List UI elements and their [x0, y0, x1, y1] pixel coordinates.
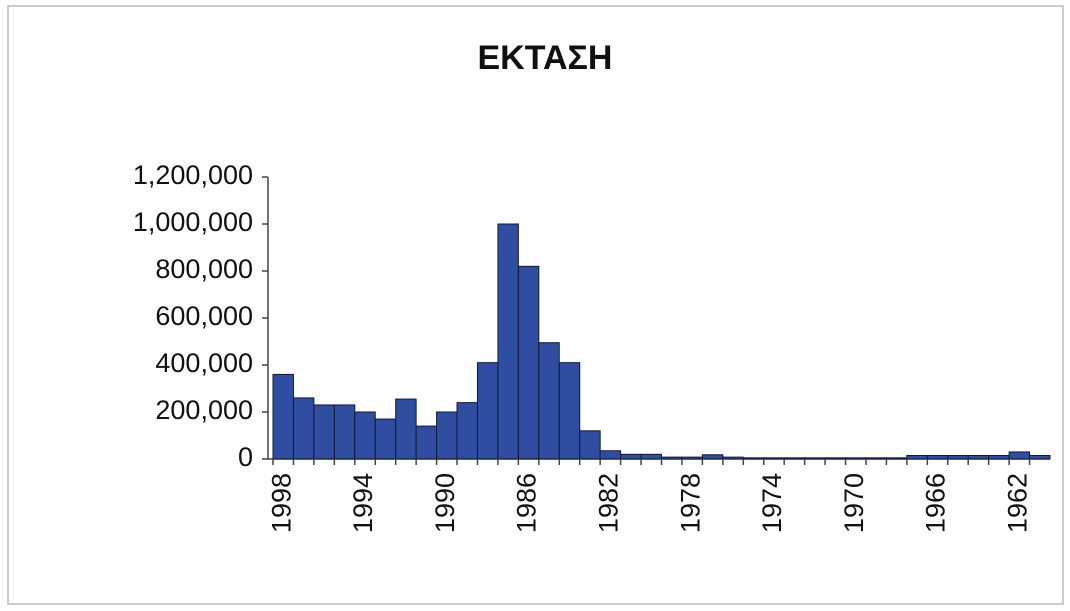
bar — [292, 397, 315, 460]
bar — [845, 457, 867, 460]
bar — [272, 373, 294, 460]
bar — [579, 430, 601, 460]
bar — [436, 411, 458, 460]
bar — [906, 454, 928, 460]
x-tick-label: 1974 — [757, 473, 787, 533]
bar — [947, 454, 969, 460]
x-tick-label: 1982 — [594, 473, 624, 533]
x-tick-label: 1962 — [1002, 473, 1032, 533]
bar — [681, 456, 703, 460]
bar — [722, 456, 744, 460]
bar — [926, 454, 949, 460]
x-tick-label: 1970 — [839, 473, 869, 533]
y-tick-label: 400,000 — [155, 348, 253, 378]
bar — [497, 223, 519, 460]
x-tick-label: 1990 — [430, 473, 460, 533]
y-tick-label: 800,000 — [155, 254, 253, 284]
bar — [885, 457, 908, 460]
bar — [804, 457, 826, 460]
y-tick-label: 1,000,000 — [133, 207, 253, 237]
bar — [333, 404, 356, 460]
bar — [988, 454, 1010, 460]
bar — [313, 404, 335, 460]
bar — [763, 457, 785, 460]
bar — [783, 457, 806, 460]
bar — [558, 362, 581, 460]
x-tick-label: 1978 — [675, 473, 705, 533]
y-tick-label: 1,200,000 — [133, 160, 253, 190]
bar — [620, 453, 642, 460]
x-tick-label: 1994 — [348, 473, 378, 533]
bar — [599, 450, 622, 460]
bar — [701, 454, 724, 460]
bar — [395, 398, 417, 460]
bar — [415, 425, 438, 460]
bar — [865, 457, 887, 460]
bar — [824, 457, 847, 460]
bar — [456, 402, 478, 460]
y-tick-label: 600,000 — [155, 301, 253, 331]
bar — [538, 342, 560, 460]
bar — [967, 454, 990, 460]
bar — [640, 453, 662, 460]
bar — [476, 362, 499, 460]
bar — [354, 411, 376, 460]
y-tick-label: 200,000 — [155, 395, 253, 425]
bar — [661, 456, 683, 460]
chart-title: ΕΚΤΑΣΗ — [478, 39, 613, 77]
x-tick-label: 1966 — [921, 473, 951, 533]
x-tick-label: 1998 — [266, 473, 296, 533]
y-tick-label: 0 — [238, 442, 253, 472]
bar — [374, 418, 397, 460]
bar — [1029, 454, 1051, 460]
bar — [1008, 451, 1031, 460]
x-tick-label: 1986 — [512, 473, 542, 533]
bar — [517, 265, 540, 460]
bar — [742, 457, 765, 460]
